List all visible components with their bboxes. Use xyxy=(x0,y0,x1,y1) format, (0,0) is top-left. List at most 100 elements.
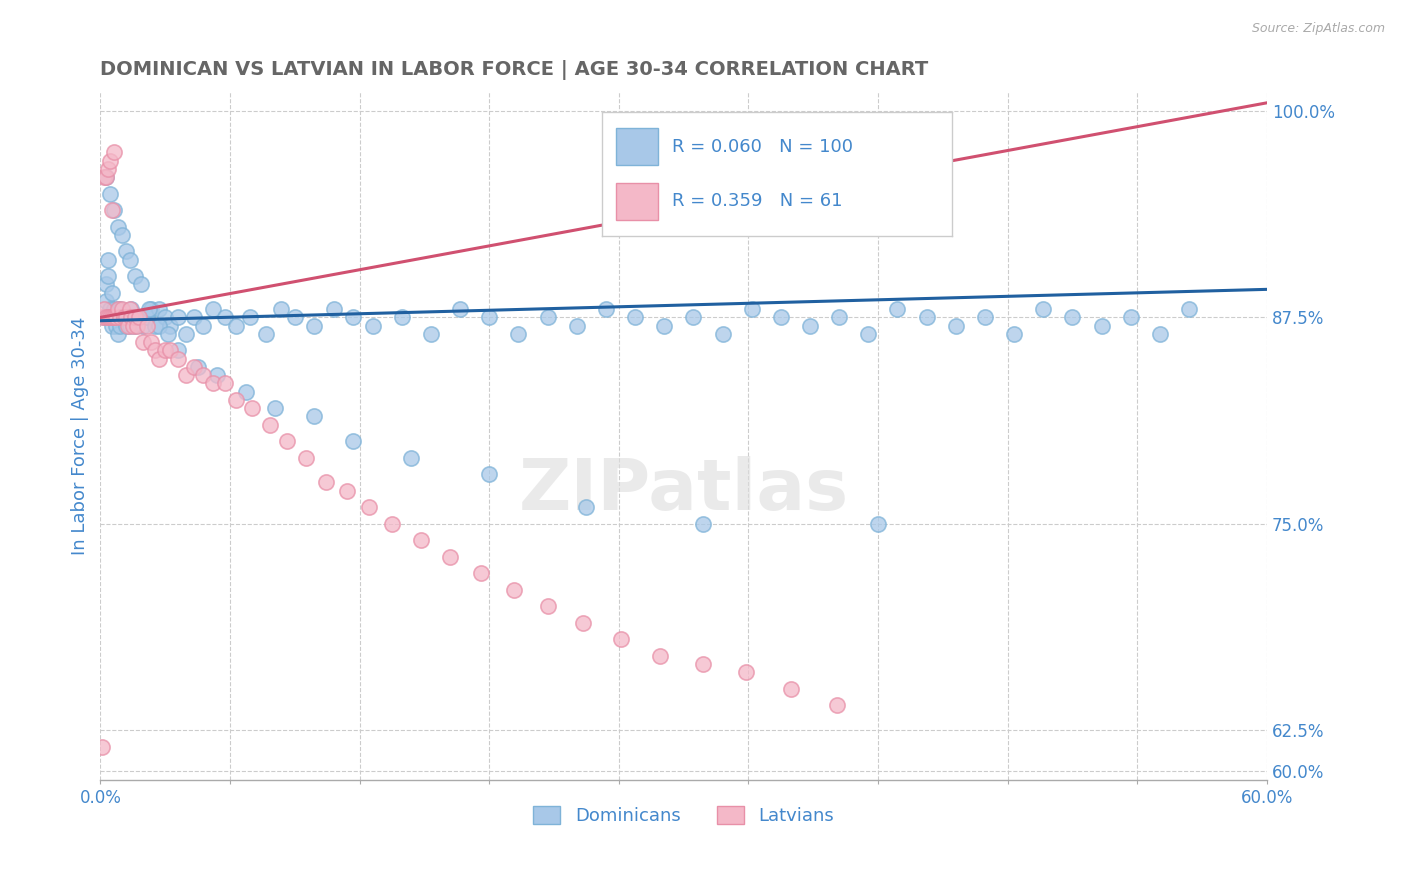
Point xyxy=(153,343,176,358)
Point xyxy=(108,310,131,325)
Point xyxy=(127,318,149,333)
Point xyxy=(101,285,124,300)
Point xyxy=(361,318,384,333)
Point xyxy=(915,310,938,325)
Text: DOMINICAN VS LATVIAN IN LABOR FORCE | AGE 30-34 CORRELATION CHART: DOMINICAN VS LATVIAN IN LABOR FORCE | AG… xyxy=(100,60,928,79)
Point xyxy=(132,318,155,333)
Point xyxy=(118,302,141,317)
Point xyxy=(107,219,129,234)
Point xyxy=(1091,318,1114,333)
Point xyxy=(259,417,281,432)
Point xyxy=(571,615,593,630)
Point xyxy=(295,450,318,465)
Point xyxy=(652,318,675,333)
Point xyxy=(478,467,501,482)
Point xyxy=(711,326,734,341)
Point xyxy=(868,516,890,531)
Point xyxy=(159,318,181,333)
Point xyxy=(1149,326,1171,341)
Point xyxy=(124,269,146,284)
Point xyxy=(741,302,763,317)
Point xyxy=(508,326,530,341)
Point xyxy=(503,582,526,597)
Point xyxy=(96,170,118,185)
Point xyxy=(536,310,558,325)
Point xyxy=(112,310,135,325)
Point xyxy=(112,310,135,325)
Point xyxy=(167,351,190,366)
Point xyxy=(122,318,145,333)
Point xyxy=(174,326,197,341)
Point xyxy=(96,277,118,292)
Point xyxy=(96,170,118,185)
Point xyxy=(118,252,141,267)
Point xyxy=(1032,302,1054,317)
Point xyxy=(254,326,277,341)
Point xyxy=(157,326,180,341)
Point xyxy=(98,310,121,325)
Point xyxy=(124,318,146,333)
Point xyxy=(419,326,441,341)
Point xyxy=(692,516,714,531)
Point xyxy=(124,310,146,325)
Point xyxy=(101,310,124,325)
Point xyxy=(536,599,558,614)
Point xyxy=(264,401,287,416)
Point xyxy=(342,310,364,325)
Point xyxy=(98,186,121,201)
Point xyxy=(225,318,247,333)
Point xyxy=(284,310,307,325)
Point xyxy=(167,343,190,358)
Point xyxy=(103,310,125,325)
Point xyxy=(439,549,461,564)
Point xyxy=(1062,310,1084,325)
Point xyxy=(97,269,120,284)
Point xyxy=(128,310,150,325)
Point xyxy=(93,302,115,317)
Point xyxy=(104,318,127,333)
Point xyxy=(98,302,121,317)
Point xyxy=(167,310,190,325)
Point xyxy=(202,302,225,317)
Point xyxy=(93,310,115,325)
Point xyxy=(302,318,325,333)
Point xyxy=(148,302,170,317)
Point xyxy=(401,450,423,465)
Point xyxy=(117,318,139,333)
Point xyxy=(111,302,134,317)
Point xyxy=(565,318,588,333)
Point xyxy=(342,434,364,449)
Point xyxy=(143,343,166,358)
Point xyxy=(136,318,159,333)
Point xyxy=(214,376,236,391)
Point xyxy=(122,310,145,325)
Point xyxy=(103,145,125,160)
Point xyxy=(183,310,205,325)
Y-axis label: In Labor Force | Age 30-34: In Labor Force | Age 30-34 xyxy=(72,317,89,555)
Point xyxy=(610,632,633,647)
Point xyxy=(153,310,176,325)
Point xyxy=(108,302,131,317)
Point xyxy=(1119,310,1142,325)
Legend: Dominicans, Latvians: Dominicans, Latvians xyxy=(526,798,841,832)
Point xyxy=(974,310,997,325)
Point xyxy=(98,310,121,325)
Point xyxy=(97,252,120,267)
Point xyxy=(114,244,136,259)
Point xyxy=(193,318,215,333)
Point xyxy=(624,310,647,325)
Point xyxy=(828,310,851,325)
Point xyxy=(945,318,967,333)
Point xyxy=(858,326,880,341)
Point xyxy=(575,500,598,515)
Point xyxy=(315,475,337,490)
Point xyxy=(98,153,121,168)
Point xyxy=(97,310,120,325)
Point xyxy=(174,368,197,383)
Point xyxy=(470,566,492,581)
Point xyxy=(187,359,209,374)
Point xyxy=(107,302,129,317)
Point xyxy=(101,203,124,218)
Point xyxy=(595,302,617,317)
Point xyxy=(118,318,141,333)
